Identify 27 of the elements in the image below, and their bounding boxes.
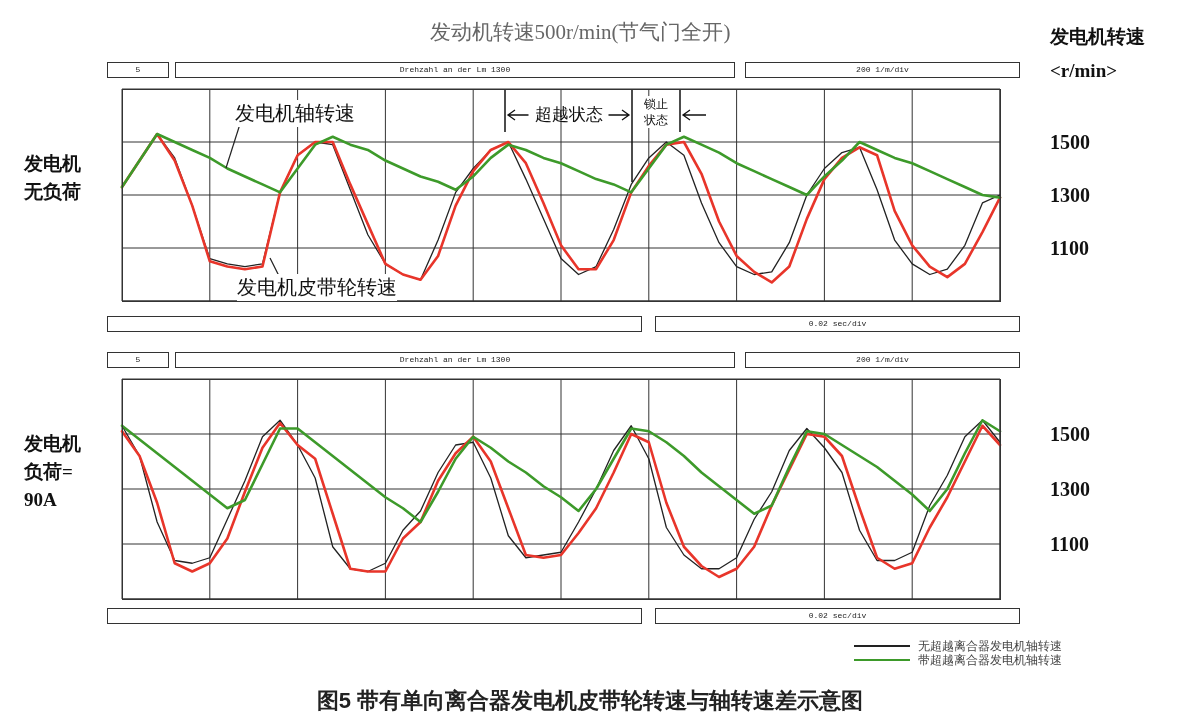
- line-series: [120, 132, 1002, 199]
- y-axis-title: 发电机转速<r/min>: [1050, 25, 1146, 83]
- text: Drehzahl an der Lm 1300: [175, 352, 735, 368]
- annotation: 发电机皮带轮转速: [237, 274, 397, 301]
- text: 5: [107, 352, 169, 368]
- text: Drehzahl an der Lm 1300: [175, 62, 735, 78]
- line-series: [120, 418, 1002, 524]
- y-tick-label: 1100: [1050, 237, 1089, 259]
- y-tick-label: 1300: [1050, 478, 1090, 500]
- text: 200 1/m/div: [745, 352, 1020, 368]
- text: 0.02 sec/div: [655, 316, 1020, 332]
- text: 200 1/m/div: [745, 62, 1020, 78]
- legend-label: 无超越离合器发电机轴转速: [918, 639, 1062, 653]
- caption: 图5 带有单向离合器发电机皮带轮转速与轴转速差示意图: [315, 687, 865, 715]
- text: 发电机无负荷: [24, 152, 82, 204]
- text: 0.02 sec/div: [655, 608, 1020, 624]
- text: 5: [107, 62, 169, 78]
- annotation: 锁止状态: [642, 96, 670, 128]
- chart-title: 发动机转速500r/min(节气门全开): [428, 19, 732, 46]
- text: 发电机负荷=90A: [24, 432, 82, 512]
- annotation: 超越状态: [533, 104, 604, 126]
- legend-label: 带超越离合器发电机轴转速: [918, 653, 1062, 667]
- y-tick-label: 1500: [1050, 131, 1090, 153]
- y-tick-label: 1100: [1050, 533, 1089, 555]
- annotation: 发电机轴转速: [235, 100, 355, 127]
- y-tick-label: 1300: [1050, 184, 1090, 206]
- y-tick-label: 1500: [1050, 423, 1090, 445]
